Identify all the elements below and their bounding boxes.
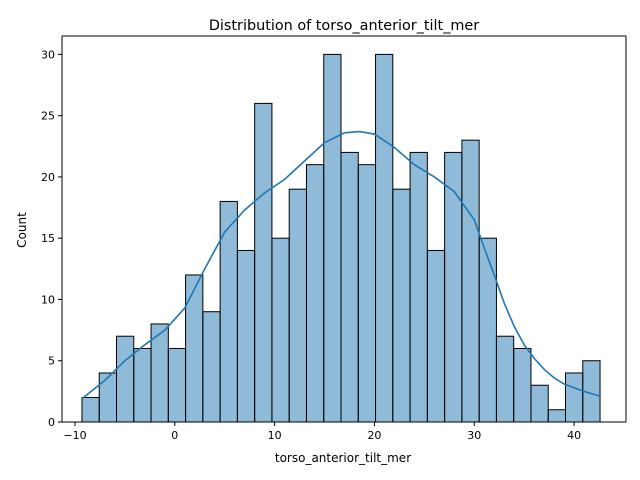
histogram-bar	[133, 347, 152, 423]
histogram-bar	[185, 274, 204, 423]
histogram-bar	[478, 237, 497, 423]
histogram-bars	[81, 53, 601, 423]
histogram-bar	[305, 164, 325, 423]
y-axis-label: Count	[15, 212, 29, 248]
x-tick-label: 10	[268, 429, 282, 442]
histogram-bar	[495, 335, 515, 423]
x-tick-label: −10	[63, 429, 86, 442]
kde-curve	[81, 130, 601, 400]
x-tick-label: 20	[367, 429, 381, 442]
histogram-bar	[565, 372, 584, 423]
histogram-bar	[392, 188, 411, 423]
y-tick-label: 20	[41, 171, 55, 184]
x-tick-label: 30	[467, 429, 481, 442]
histogram-bar	[254, 102, 273, 423]
y-tick-label: 30	[41, 48, 55, 61]
histogram-bar	[340, 151, 359, 423]
histogram-bar	[530, 384, 549, 423]
histogram-bar	[81, 396, 100, 423]
histogram-bar	[375, 53, 394, 423]
histogram-bar	[409, 151, 428, 423]
x-tick-label: 40	[567, 429, 581, 442]
histogram-bar	[236, 249, 256, 423]
x-tick-label: 0	[171, 429, 178, 442]
y-tick-label: 5	[48, 355, 55, 368]
histogram-bar	[547, 409, 567, 423]
y-tick-label: 15	[41, 232, 55, 245]
y-tick-label: 25	[41, 110, 55, 123]
histogram-bar	[288, 188, 307, 423]
histogram-bar	[513, 347, 532, 423]
chart-title: Distribution of torso_anterior_tilt_mer	[209, 18, 479, 34]
histogram-bar	[167, 347, 187, 423]
histogram-bar	[116, 335, 135, 423]
histogram-bar	[323, 53, 342, 423]
histogram-bar	[461, 139, 480, 423]
histogram-bar	[426, 249, 446, 423]
histogram-bar	[357, 164, 377, 423]
y-tick-label: 0	[48, 416, 55, 429]
histogram-bar	[444, 151, 463, 423]
tick-marks-and-labels: −10 0 10 20 30 40 0 5 10 15 20 25 30	[41, 48, 581, 442]
axes	[61, 35, 627, 423]
histogram-bar	[271, 237, 290, 423]
histogram-bar	[202, 311, 221, 423]
y-tick-label: 10	[41, 293, 55, 306]
x-axis-label: torso_anterior_tilt_mer	[275, 451, 411, 465]
histogram-bar	[98, 372, 118, 423]
